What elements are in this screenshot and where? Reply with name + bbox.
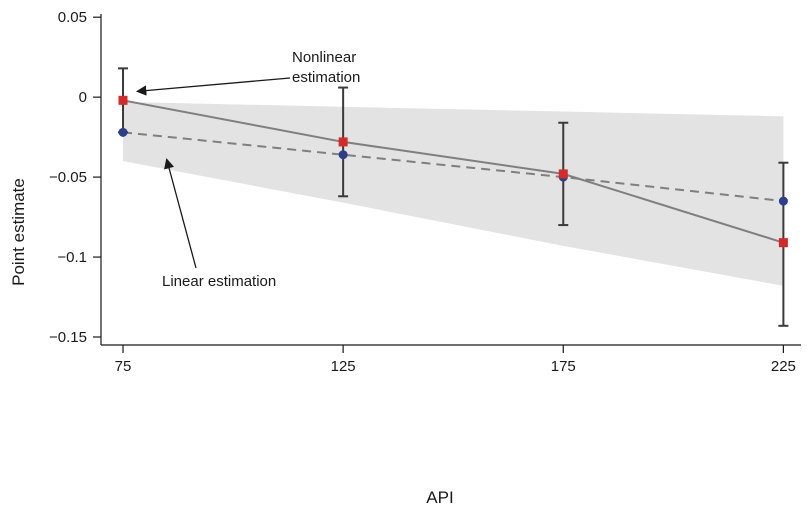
marker-layer: [118, 95, 788, 248]
x-axis-title: API: [426, 488, 453, 507]
nonlinear-estimation-line: [122, 99, 784, 244]
x-tick-label-1: 125: [331, 358, 356, 375]
y-axis-title: Point estimate: [9, 178, 28, 286]
annotation-nonlinear-arrow: [135, 77, 291, 96]
linear-estimation-line: [122, 131, 784, 203]
x-tick-label-0: 75: [115, 358, 132, 375]
nonlinear-point-3: [778, 238, 788, 248]
x-tick-label-3: 225: [771, 358, 796, 375]
annotation-nonlinear-line-2: estimation: [292, 69, 360, 86]
nonlinear-point-0: [118, 95, 128, 105]
band-layer: [123, 101, 784, 286]
linear-point-0: [118, 127, 128, 137]
annotation-nonlinear-line-1: Nonlinear: [292, 49, 356, 66]
y-tick-label-2: −0.05: [49, 169, 87, 186]
lines-layer: [122, 99, 784, 244]
y-tick-label-0: 0.05: [58, 9, 87, 26]
annotation-linear-arrow: [164, 158, 197, 269]
nonlinear-point-2: [558, 169, 568, 179]
x-tick-label-2: 175: [551, 358, 576, 375]
nonlinear-point-1: [338, 137, 348, 147]
y-tick-label-3: −0.1: [57, 249, 87, 266]
y-tick-label-1: 0: [79, 89, 87, 106]
annotation-layer: Nonlinear estimation Linear estimation: [135, 49, 360, 290]
linear-point-3: [778, 196, 788, 206]
linear-point-1: [338, 150, 348, 160]
y-tick-label-4: −0.15: [49, 329, 87, 346]
annotation-linear-label: Linear estimation: [162, 273, 276, 290]
confidence-band: [123, 101, 784, 286]
axes: 0.05 0 −0.05 −0.1 −0.15 75 125 175 225: [49, 9, 801, 375]
